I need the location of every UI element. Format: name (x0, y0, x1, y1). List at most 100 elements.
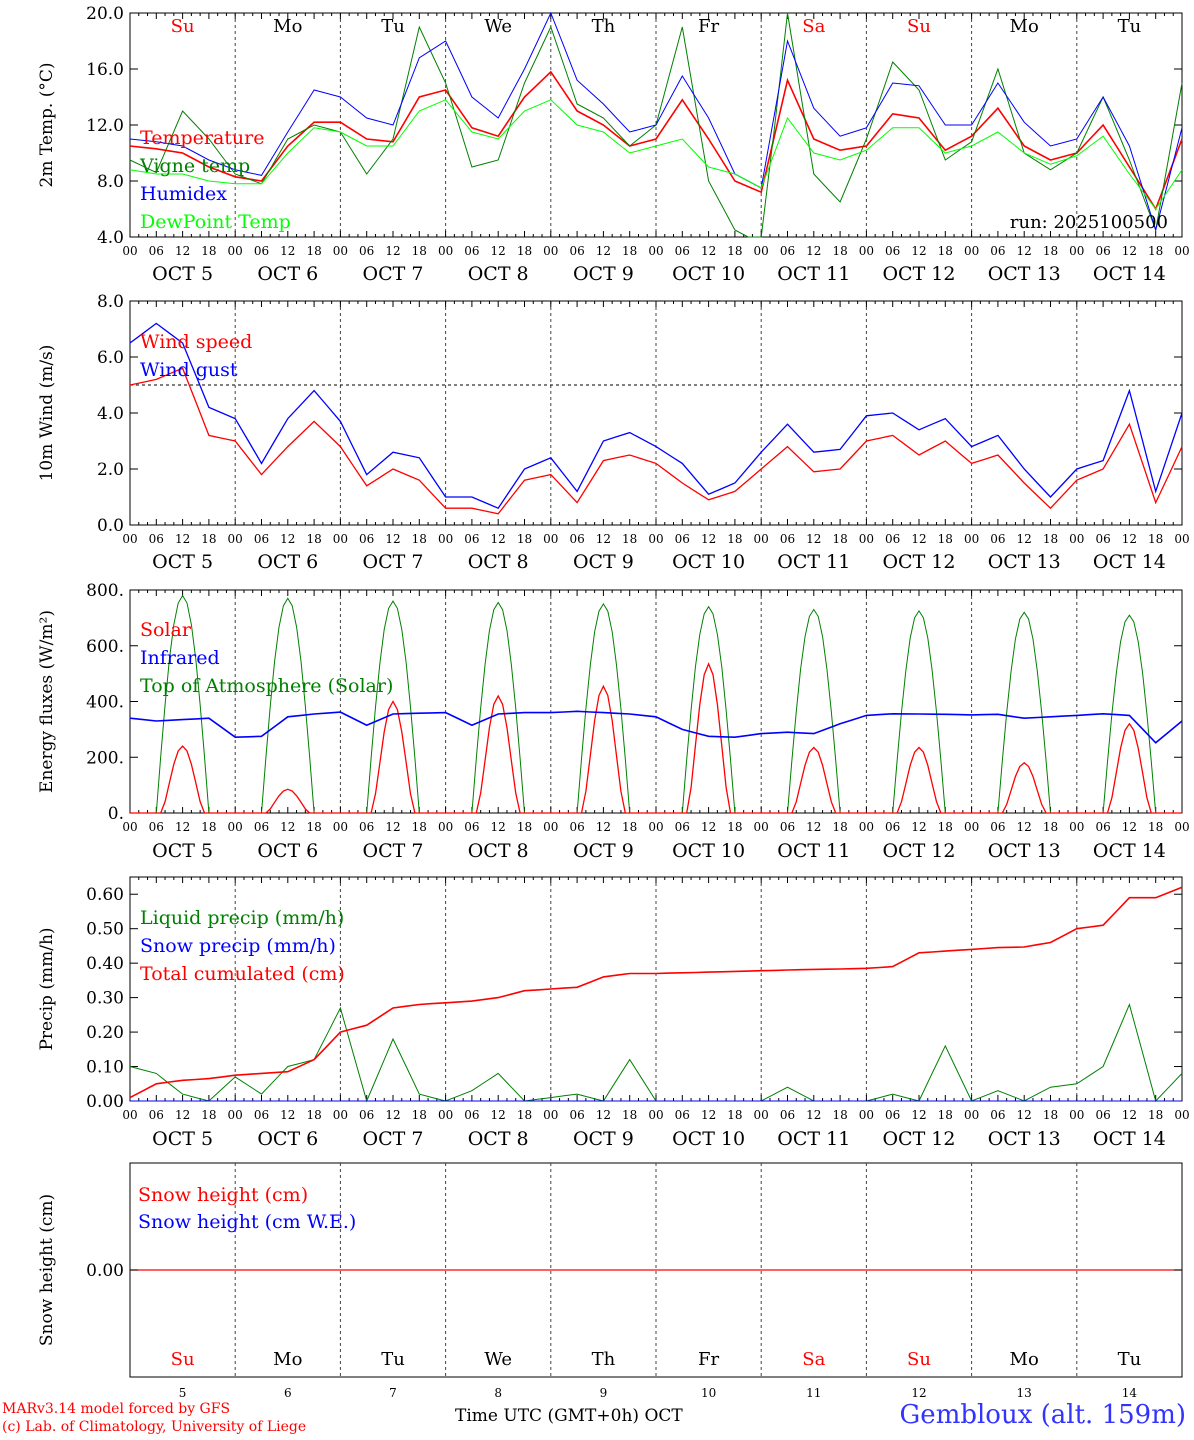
day-name: Fr (698, 1349, 719, 1370)
date-label: OCT 7 (363, 840, 424, 862)
hour-label: 18 (727, 244, 742, 258)
date-label: OCT 8 (468, 263, 529, 285)
hour-label: 06 (780, 244, 795, 258)
day-name: Fr (698, 16, 719, 37)
hour-label: 12 (1017, 532, 1032, 546)
hour-label: 00 (859, 820, 874, 834)
y-tick-label: 20.0 (86, 4, 124, 24)
hour-label: 18 (1148, 244, 1163, 258)
legend-vigne: Vigne temp (139, 155, 250, 177)
hour-label: 00 (648, 1108, 663, 1122)
hour-label: 18 (201, 820, 216, 834)
hour-label: 18 (306, 532, 321, 546)
hour-label: 18 (622, 1108, 637, 1122)
hour-label: 00 (754, 1108, 769, 1122)
hour-label: 00 (333, 820, 348, 834)
y-tick-label: 0.30 (86, 989, 124, 1009)
hour-label: 06 (990, 1108, 1005, 1122)
hour-label: 18 (832, 532, 847, 546)
hour-label: 18 (622, 532, 637, 546)
day-number: 7 (389, 1386, 397, 1400)
hour-label: 00 (754, 532, 769, 546)
day-name: Sa (802, 1349, 825, 1370)
legend-liquid: Liquid precip (mm/h) (140, 907, 344, 929)
hour-label: 12 (280, 244, 295, 258)
hour-label: 18 (1043, 820, 1058, 834)
hour-label: 18 (832, 820, 847, 834)
hour-label: 00 (964, 820, 979, 834)
hour-label: 06 (885, 820, 900, 834)
hour-label: 06 (464, 1108, 479, 1122)
y-axis-label-precip: Precip (mm/h) (37, 927, 57, 1050)
hour-label: 18 (201, 244, 216, 258)
hour-label: 00 (543, 532, 558, 546)
hour-label: 06 (149, 820, 164, 834)
hour-label: 00 (438, 820, 453, 834)
hour-label: 00 (964, 532, 979, 546)
hour-label: 12 (911, 1108, 926, 1122)
day-name: We (484, 16, 512, 37)
date-label: OCT 11 (777, 263, 850, 285)
hour-label: 18 (306, 244, 321, 258)
date-label: OCT 5 (152, 263, 213, 285)
hour-label: 06 (675, 820, 690, 834)
hour-label: 12 (596, 820, 611, 834)
hour-label: 00 (1069, 820, 1084, 834)
hour-label: 18 (1043, 532, 1058, 546)
day-number: 9 (600, 1386, 608, 1400)
hour-label: 12 (280, 532, 295, 546)
date-label: OCT 14 (1093, 1128, 1166, 1150)
hour-label: 12 (491, 1108, 506, 1122)
hour-label: 12 (385, 1108, 400, 1122)
series-line-cumul (129, 886, 1183, 1099)
hour-label: 18 (412, 244, 427, 258)
hour-label: 06 (675, 244, 690, 258)
hour-label: 00 (859, 244, 874, 258)
date-label: OCT 7 (363, 263, 424, 285)
hour-label: 12 (911, 244, 926, 258)
hour-label: 00 (333, 532, 348, 546)
date-label: OCT 9 (573, 840, 634, 862)
hour-label: 06 (149, 532, 164, 546)
run-label: run: 2025100500 (1010, 212, 1168, 233)
y-tick-label: 8.0 (97, 292, 124, 312)
hour-label: 06 (359, 532, 374, 546)
hour-label: 06 (359, 820, 374, 834)
legend-toa: Top of Atmosphere (Solar) (140, 675, 393, 697)
day-name: We (484, 1349, 512, 1370)
y-tick-label: 0.40 (86, 954, 124, 974)
date-label: OCT 14 (1093, 263, 1166, 285)
hour-label: 00 (333, 1108, 348, 1122)
date-label: OCT 10 (672, 840, 745, 862)
day-number: 14 (1122, 1386, 1138, 1400)
y-tick-label: 0.10 (86, 1058, 124, 1078)
legend-snow-height: Snow height (cm) (138, 1184, 308, 1206)
y-axis-label-energy: Energy fluxes (W/m²) (37, 610, 57, 793)
date-label: OCT 9 (573, 551, 634, 573)
hour-label: 18 (938, 1108, 953, 1122)
panel-frame-wind (129, 300, 1183, 526)
hour-label: 12 (1122, 1108, 1137, 1122)
hour-label: 00 (228, 1108, 243, 1122)
hour-label: 18 (517, 820, 532, 834)
day-number: 5 (179, 1386, 187, 1400)
y-axis-label-temp: 2m Temp. (°C) (37, 62, 57, 187)
hour-label: 06 (1095, 532, 1110, 546)
y-tick-label: 8.0 (97, 172, 124, 192)
day-name: Su (907, 1349, 931, 1370)
hour-label: 06 (359, 1108, 374, 1122)
day-number: 12 (911, 1386, 926, 1400)
hour-label: 12 (806, 244, 821, 258)
hour-label: 00 (1069, 532, 1084, 546)
hour-label: 12 (385, 244, 400, 258)
hour-label: 06 (359, 244, 374, 258)
hour-label: 18 (201, 532, 216, 546)
hour-label: 00 (1174, 1108, 1189, 1122)
date-label: OCT 7 (363, 551, 424, 573)
hour-label: 00 (438, 244, 453, 258)
hour-label: 00 (543, 820, 558, 834)
date-label: OCT 13 (988, 551, 1061, 573)
hour-label: 00 (333, 244, 348, 258)
hour-label: 18 (412, 1108, 427, 1122)
date-label: OCT 11 (777, 840, 850, 862)
